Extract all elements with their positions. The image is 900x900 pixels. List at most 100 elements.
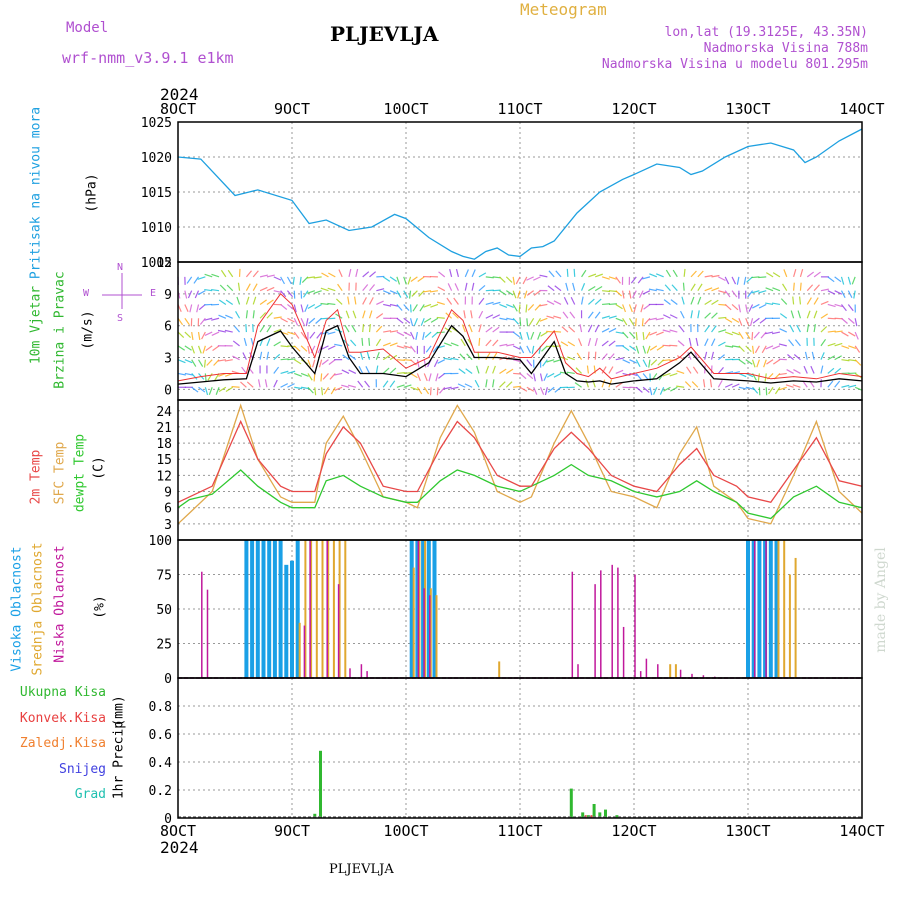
wind-direction-arrow <box>820 326 828 333</box>
wind-direction-arrow <box>695 337 699 346</box>
wind-direction-arrow <box>587 337 592 347</box>
wind-direction-arrow <box>629 331 636 339</box>
wind-direction-arrow <box>320 317 329 320</box>
wind-direction-arrow <box>471 269 476 278</box>
wind-direction-arrow <box>464 269 469 278</box>
wind-direction-arrow <box>396 359 405 361</box>
wind-direction-arrow <box>745 372 754 378</box>
cloud-mid-bar <box>321 540 324 678</box>
wind-direction-arrow <box>779 386 787 391</box>
sfc-title: SFC Temp <box>52 441 68 505</box>
wind-direction-arrow <box>697 270 704 278</box>
wind-direction-arrow <box>362 324 365 333</box>
wind-direction-arrow <box>543 373 548 381</box>
wind-direction-arrow <box>273 341 281 347</box>
wind-direction-arrow <box>669 372 678 377</box>
wind-direction-arrow <box>761 345 767 354</box>
wind-direction-arrow <box>813 297 819 305</box>
wind-direction-arrow <box>622 304 627 313</box>
wind-direction-arrow <box>526 318 529 327</box>
wind-direction-arrow <box>512 317 519 325</box>
y-tick-label: 18 <box>156 437 172 452</box>
wind-direction-arrow <box>642 331 645 341</box>
wind-direction-arrow <box>813 271 821 278</box>
cloud-ylabel: (%) <box>92 595 108 619</box>
wind-direction-arrow <box>307 345 310 354</box>
wind-direction-arrow <box>396 276 401 285</box>
wind-direction-arrow <box>527 304 535 311</box>
wind-direction-arrow <box>648 317 657 321</box>
wind-direction-arrow <box>423 317 432 323</box>
wind-direction-arrow <box>300 304 304 313</box>
wind-direction-arrow <box>724 331 733 336</box>
wind-direction-arrow <box>717 366 724 374</box>
x-tick-bottom: 8OCT <box>160 822 196 840</box>
y-tick-label: 0.8 <box>149 700 172 715</box>
wind-direction-arrow <box>655 273 664 278</box>
x-tick-top: 10OCT <box>383 100 428 118</box>
wind-direction-arrow <box>450 386 459 390</box>
wind-direction-arrow <box>854 345 861 353</box>
wind-direction-arrow <box>526 386 535 392</box>
wind-direction-arrow <box>259 299 267 305</box>
wind-direction-arrow <box>555 270 562 278</box>
cloud-mid-bar <box>429 588 432 678</box>
wind-direction-arrow <box>738 372 747 378</box>
wind-direction-arrow <box>779 313 788 319</box>
wind-direction-arrow <box>236 296 241 305</box>
wind-direction-arrow <box>309 331 316 339</box>
wind-direction-arrow <box>424 331 432 338</box>
wind-direction-arrow <box>454 283 459 291</box>
wind-direction-arrow <box>806 310 811 319</box>
wind-direction-arrow <box>615 369 624 375</box>
wind-direction-arrow <box>369 284 376 292</box>
cloud-high-bar <box>751 540 756 678</box>
wind-direction-arrow <box>335 298 343 305</box>
wind-direction-arrow <box>243 337 247 347</box>
wind-direction-arrow <box>724 383 733 388</box>
wind-direction-arrow <box>841 304 847 312</box>
wind-direction-arrow <box>403 290 409 298</box>
wind-direction-arrow <box>292 276 295 285</box>
y-tick-label: 12 <box>156 469 172 484</box>
precip-total-bar <box>313 813 317 818</box>
wind-direction-arrow <box>232 355 240 361</box>
wind-direction-arrow <box>615 276 621 284</box>
pressure-ylabel: (hPa) <box>84 173 100 213</box>
wind-direction-arrow <box>834 355 842 361</box>
wind-direction-arrow <box>307 290 315 294</box>
wind-direction-arrow <box>459 353 466 361</box>
wind-direction-arrow <box>522 276 528 285</box>
wind-direction-arrow <box>747 290 754 298</box>
wind-direction-arrow <box>655 317 664 321</box>
wind-direction-arrow <box>266 274 275 278</box>
wind-direction-arrow <box>307 373 313 381</box>
wind-direction-arrow <box>847 317 855 324</box>
wind-direction-arrow <box>601 340 609 347</box>
wind-direction-arrow <box>778 343 787 347</box>
precip-ylabel: (mm) <box>111 695 127 727</box>
cloud-low-bar <box>201 571 203 678</box>
wind-direction-arrow <box>834 380 841 388</box>
wind-direction-arrow <box>429 290 439 293</box>
wind-direction-arrow <box>259 312 267 319</box>
wind-direction-arrow <box>334 386 343 391</box>
pressure-line <box>177 128 863 260</box>
wind-direction-arrow <box>280 370 289 375</box>
wind-direction-arrow <box>300 345 308 352</box>
temp2m-title: 2m Temp <box>28 449 44 505</box>
wind-direction-arrow <box>266 286 275 292</box>
cloud-high-bar <box>432 540 437 678</box>
wind-direction-arrow <box>544 387 548 396</box>
dir-s: S <box>117 313 124 324</box>
wind-direction-arrow <box>622 290 625 299</box>
wind-direction-arrow <box>519 386 528 392</box>
wind-direction-arrow <box>533 290 541 296</box>
wind-direction-arrow <box>240 381 247 388</box>
wind-direction-arrow <box>464 383 473 388</box>
wind-direction-arrow <box>199 317 206 325</box>
wind-direction-arrow <box>302 290 309 298</box>
y-tick-label: 24 <box>156 405 172 420</box>
cloud-mid-bar <box>304 540 307 678</box>
wind-direction-arrow <box>201 331 206 340</box>
